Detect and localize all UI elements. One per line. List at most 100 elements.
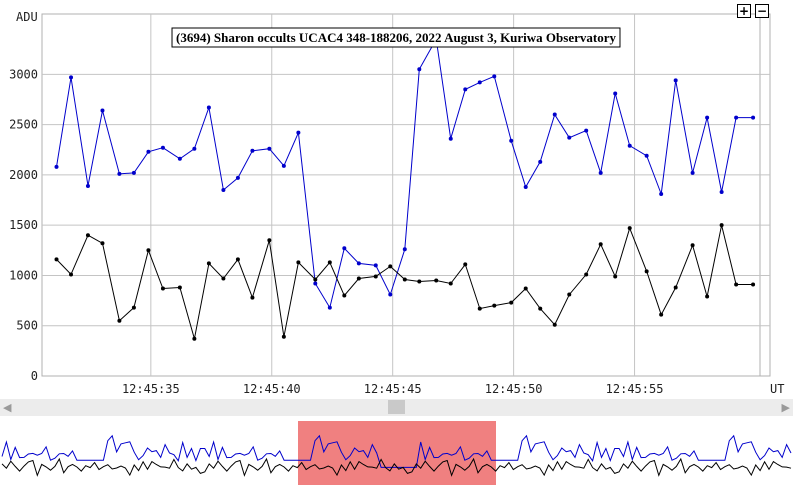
data-point — [327, 260, 332, 265]
main-chart: 0 500 1000 1500 2000 2500 3000 12:45:35 12:45:40… — [9, 10, 784, 396]
data-point — [402, 247, 407, 252]
data-point — [388, 292, 393, 297]
data-point — [54, 257, 59, 262]
data-point — [477, 306, 482, 311]
data-point — [117, 318, 122, 323]
data-point — [402, 277, 407, 282]
data-point — [267, 146, 272, 151]
data-point — [613, 91, 618, 96]
data-point — [313, 281, 318, 286]
data-point — [206, 261, 211, 266]
data-point — [552, 112, 557, 117]
data-point — [250, 148, 255, 153]
zoom-out-button[interactable]: − — [755, 4, 769, 18]
data-point — [644, 269, 649, 274]
data-point — [192, 146, 197, 151]
scrollbar-thumb[interactable] — [388, 400, 405, 414]
data-point — [751, 282, 756, 287]
data-point — [160, 145, 165, 150]
data-point — [281, 334, 286, 339]
data-point — [373, 263, 378, 268]
data-point — [434, 278, 439, 283]
data-point — [705, 294, 710, 299]
overview-navigator[interactable] — [0, 417, 793, 487]
y-tick-label: 500 — [16, 319, 38, 333]
data-point — [206, 105, 211, 110]
data-point — [235, 175, 240, 180]
data-point — [296, 260, 301, 265]
data-point — [85, 183, 90, 188]
scroll-left-arrow-icon[interactable]: ◀ — [3, 401, 12, 414]
data-point — [463, 262, 468, 267]
data-point — [705, 115, 710, 120]
data-point — [598, 170, 603, 175]
data-point — [160, 286, 165, 291]
data-point — [567, 135, 572, 140]
data-point — [250, 295, 255, 300]
data-point — [85, 233, 90, 238]
x-tick-label: 12:45:45 — [364, 382, 422, 396]
chart-title: (3694) Sharon occults UCAC4 348-188206, … — [176, 30, 616, 45]
data-point — [659, 312, 664, 317]
data-point — [356, 276, 361, 281]
y-axis-label: ADU — [16, 10, 38, 24]
data-point — [523, 184, 528, 189]
data-point — [388, 264, 393, 269]
data-point — [492, 303, 497, 308]
data-point — [69, 272, 74, 277]
y-tick-label: 2500 — [9, 118, 38, 132]
x-tick-label: 12:45:50 — [485, 382, 543, 396]
data-point — [448, 136, 453, 141]
data-point — [117, 171, 122, 176]
data-point — [719, 189, 724, 194]
data-point — [584, 272, 589, 277]
x-tick-label: 12:45:55 — [606, 382, 664, 396]
data-point — [552, 322, 557, 327]
data-point — [131, 305, 136, 310]
data-point — [509, 138, 514, 143]
y-tick-label: 1500 — [9, 218, 38, 232]
data-point — [342, 246, 347, 251]
data-point — [538, 306, 543, 311]
data-point — [267, 238, 272, 243]
data-point — [627, 226, 632, 231]
zoom-in-button[interactable]: + — [737, 4, 751, 18]
scroll-right-arrow-icon[interactable]: ▶ — [781, 401, 790, 414]
data-point — [644, 153, 649, 158]
data-point — [356, 261, 361, 266]
data-point — [690, 170, 695, 175]
chart-title-box: (3694) Sharon occults UCAC4 348-188206, … — [171, 27, 621, 48]
overview-series-line-1 — [1, 434, 792, 468]
data-point — [659, 191, 664, 196]
data-point — [192, 336, 197, 341]
data-point — [342, 293, 347, 298]
data-point — [567, 292, 572, 297]
data-point — [296, 130, 301, 135]
data-point — [463, 87, 468, 92]
data-point — [417, 279, 422, 284]
data-point — [177, 285, 182, 290]
data-point — [627, 143, 632, 148]
data-point — [719, 223, 724, 228]
data-point — [523, 286, 528, 291]
overview-selection-window — [298, 421, 496, 485]
data-point — [492, 74, 497, 79]
data-point — [146, 149, 151, 154]
horizontal-scrollbar[interactable]: ◀ ▶ — [0, 399, 793, 416]
data-point — [54, 164, 59, 169]
data-point — [131, 170, 136, 175]
data-point — [100, 108, 105, 113]
data-point — [281, 163, 286, 168]
x-tick-label: 12:45:35 — [122, 382, 180, 396]
x-tick-label: 12:45:40 — [243, 382, 301, 396]
data-point — [69, 75, 74, 80]
overview-series-line-2 — [1, 457, 792, 477]
data-point — [751, 115, 756, 120]
data-point — [373, 274, 378, 279]
data-point — [313, 277, 318, 282]
data-point — [417, 67, 422, 72]
data-point — [734, 115, 739, 120]
x-axis-label: UT — [770, 382, 784, 396]
y-tick-label: 0 — [31, 369, 38, 383]
data-point — [100, 241, 105, 246]
